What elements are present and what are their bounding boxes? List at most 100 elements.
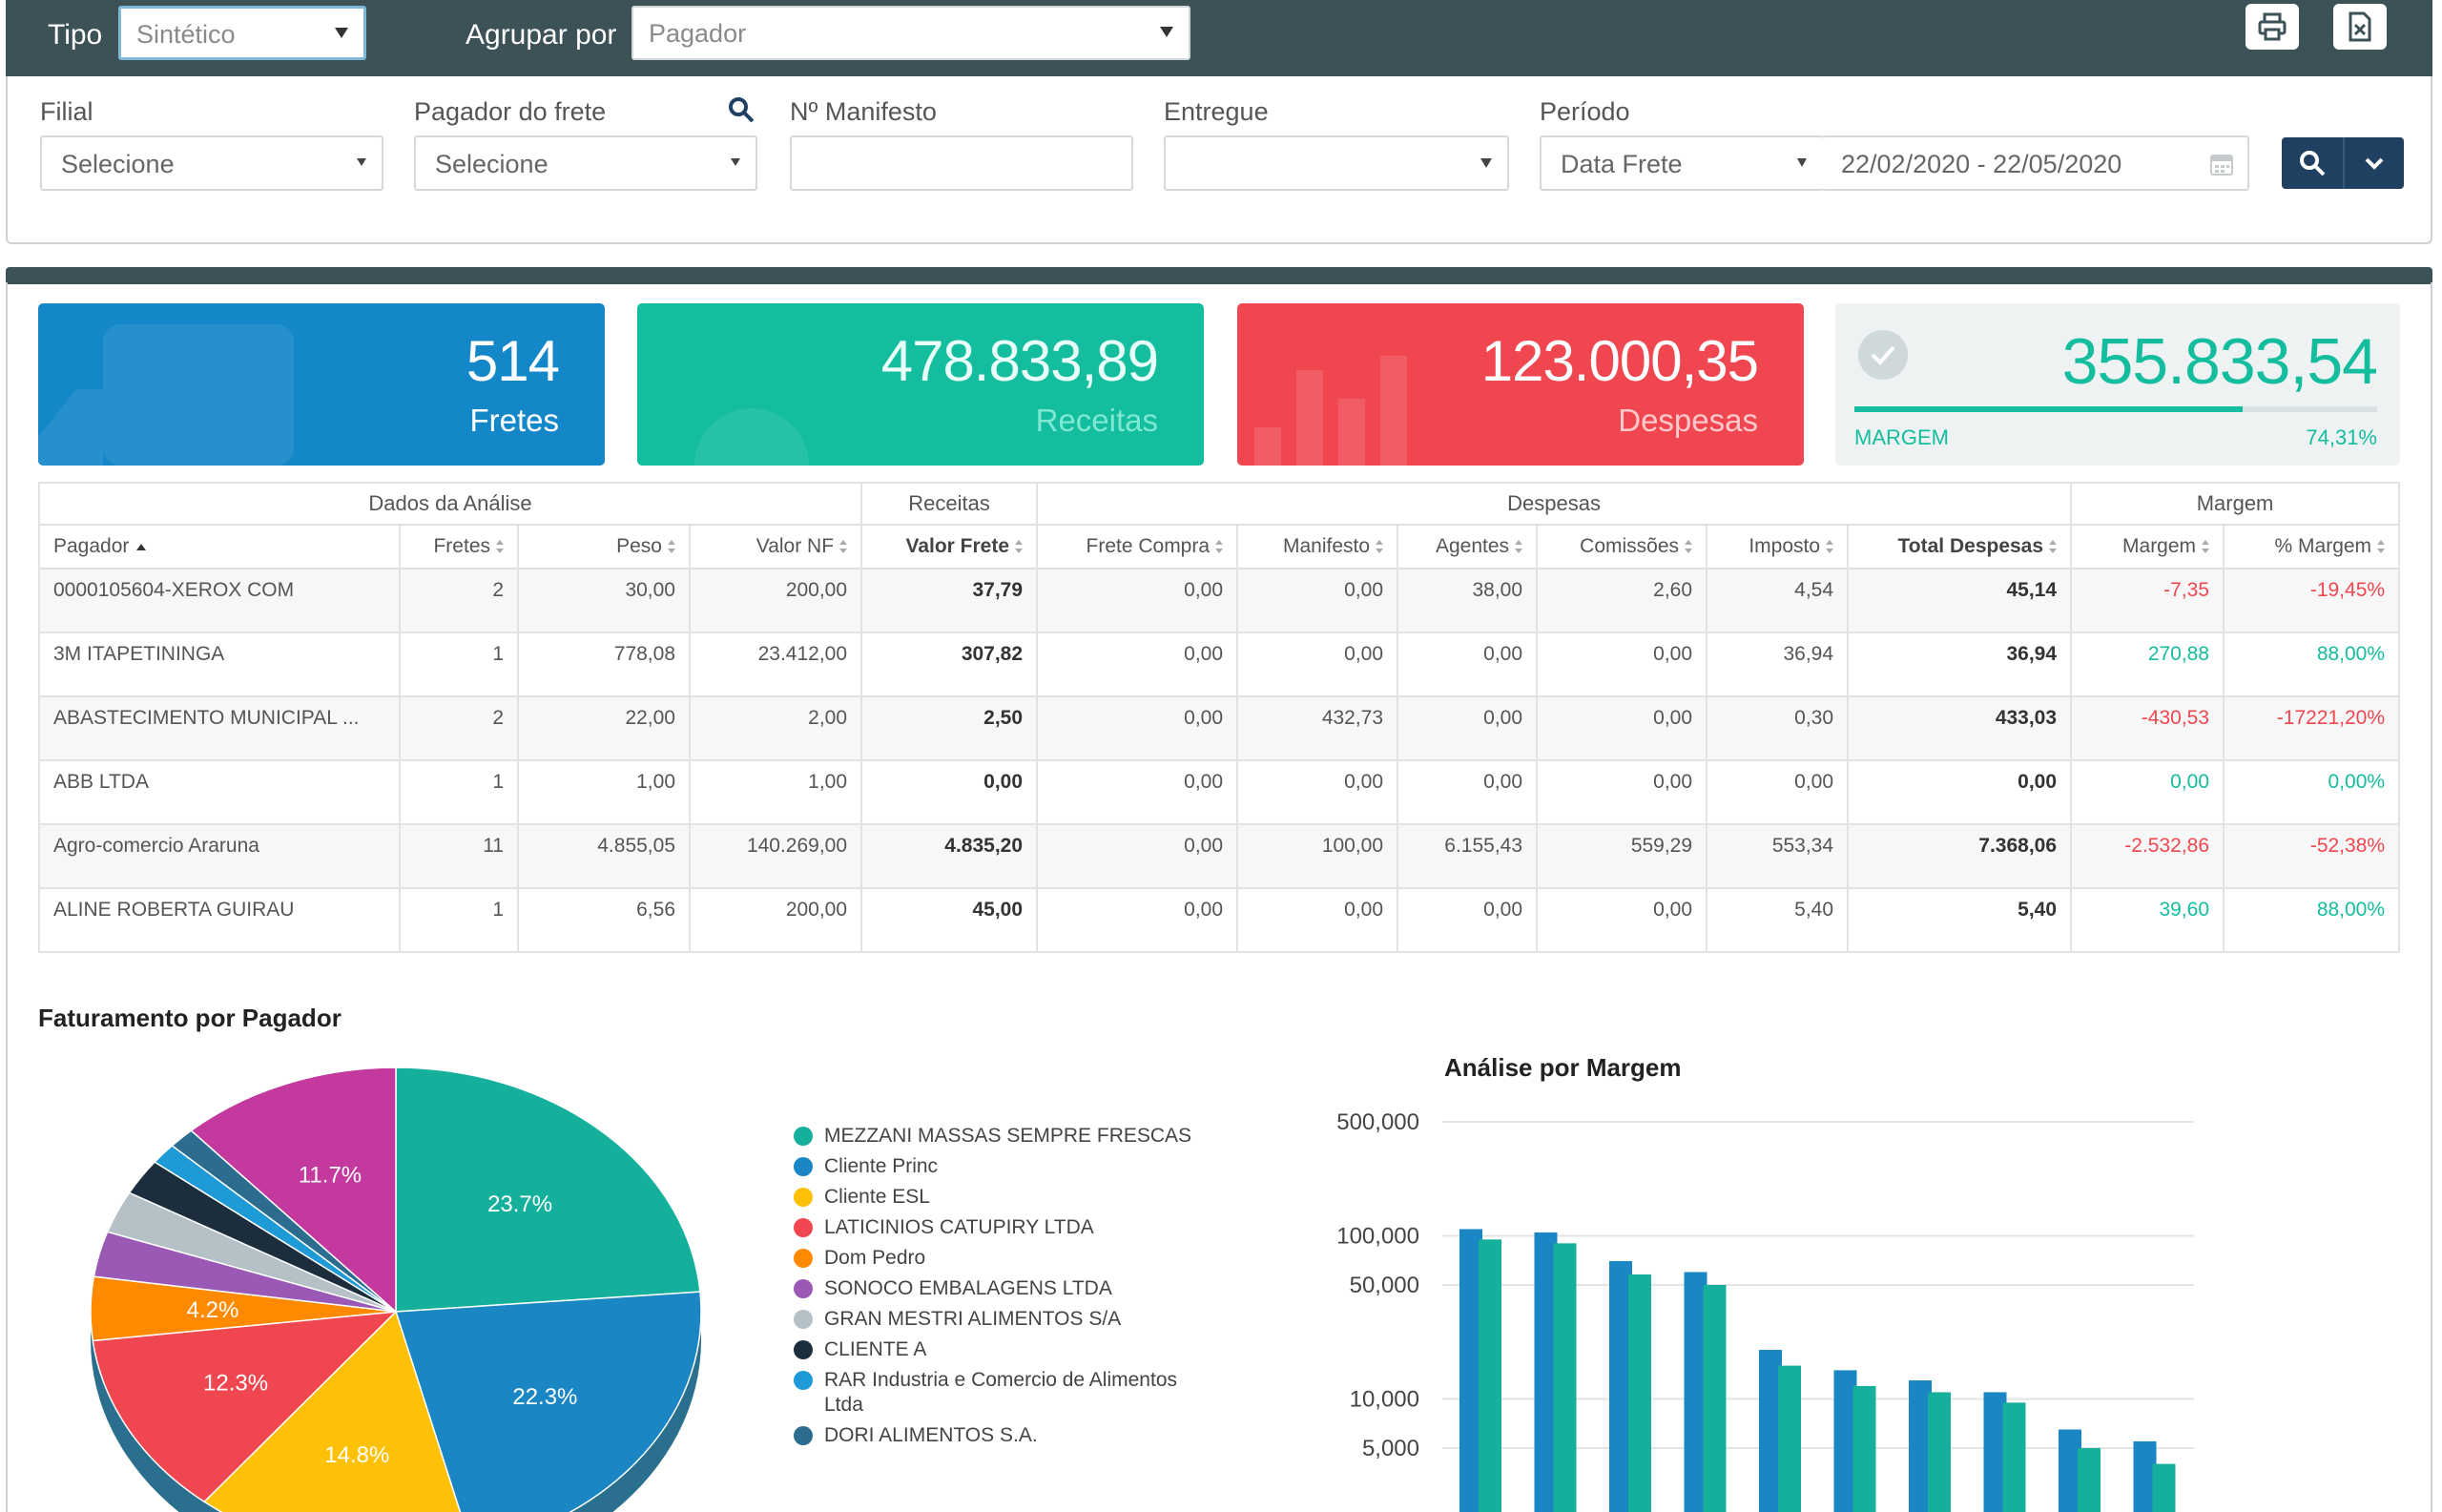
group-header-despesas: Despesas (1036, 482, 2073, 526)
pie-slice[interactable] (395, 1067, 701, 1313)
cell-percent-margem: 88,00% (2223, 632, 2401, 697)
cell-valor-nf: 2,00 (688, 695, 863, 761)
margem-progress-track (1854, 406, 2377, 412)
bar-chart-title: Análise por Margem (1444, 1053, 1682, 1082)
legend-item[interactable]: LATICINIOS CATUPIRY LTDA (794, 1215, 1194, 1240)
column-header-percent-margem[interactable]: % Margem (2223, 524, 2401, 570)
cell-total-despesas: 7.368,06 (1847, 823, 2073, 889)
pie-chart-title: Faturamento por Pagador (38, 1004, 341, 1032)
table-row[interactable]: ABASTECIMENTO MUNICIPAL ... 2 22,00 2,00 2,5… (38, 695, 2401, 761)
column-header-label: Pagador (53, 535, 130, 557)
periodo-date-range[interactable]: 22/02/2020 - 22/05/2020 (1822, 135, 2249, 191)
column-header-fretes[interactable]: Fretes (399, 524, 519, 570)
cell-frete-compra: 0,00 (1036, 759, 1239, 825)
pagador-select[interactable]: Selecione (414, 135, 757, 191)
sort-icon (2202, 540, 2210, 554)
calendar-icon[interactable] (2209, 152, 2234, 176)
cell-pagador: ALINE ROBERTA GUIRAU (38, 887, 401, 953)
legend-item[interactable]: Dom Pedro (794, 1246, 1194, 1271)
column-header-manifesto[interactable]: Manifesto (1236, 524, 1399, 570)
bar[interactable] (1703, 1285, 1727, 1512)
table-row[interactable]: 0000105604-XEROX COM 2 30,00 200,00 37,79 0,0… (38, 568, 2401, 633)
legend-item[interactable]: DORI ALIMENTOS S.A. (794, 1423, 1194, 1448)
pie-slice[interactable] (394, 1291, 702, 1512)
cell-frete-compra: 0,00 (1036, 632, 1239, 697)
legend-dot-icon (794, 1279, 813, 1298)
cell-valor-frete: 307,82 (860, 632, 1039, 697)
legend-dot-icon (794, 1249, 813, 1268)
search-icon[interactable] (727, 95, 755, 124)
bar[interactable] (1553, 1243, 1577, 1512)
filial-label: Filial (40, 97, 93, 126)
pie-slice[interactable] (190, 1067, 397, 1314)
manifesto-input[interactable] (790, 135, 1133, 191)
export-button[interactable] (2333, 4, 2387, 50)
periodo-tipo-select[interactable]: Data Frete (1540, 135, 1824, 191)
bar[interactable] (1778, 1365, 1801, 1512)
cell-comissoes: 559,29 (1536, 823, 1708, 889)
column-header-total-despesas[interactable]: Total Despesas (1847, 524, 2073, 570)
cell-peso: 22,00 (517, 695, 691, 761)
cell-percent-margem: 0,00% (2223, 759, 2401, 825)
column-header-label: Frete Compra (1086, 535, 1211, 557)
cell-frete-compra: 0,00 (1036, 887, 1239, 953)
tipo-select-value: Sintético (136, 20, 236, 49)
table-row[interactable]: ALINE ROBERTA GUIRAU 1 6,56 200,00 45,00 0,00… (38, 887, 2401, 953)
tipo-select[interactable]: Sintético (118, 6, 366, 60)
column-header-valor-frete[interactable]: Valor Frete (860, 524, 1039, 570)
column-header-label: Total Despesas (1897, 535, 2044, 557)
entregue-select[interactable] (1164, 135, 1509, 191)
bar[interactable] (1479, 1239, 1501, 1512)
cell-valor-nf: 200,00 (688, 887, 863, 953)
legend-item[interactable]: GRAN MESTRI ALIMENTOS S/A (794, 1307, 1194, 1332)
legend-item[interactable]: Cliente ESL (794, 1185, 1194, 1210)
legend-item[interactable]: MEZZANI MASSAS SEMPRE FRESCAS (794, 1124, 1194, 1149)
kpi-receitas-label: Receitas (1035, 403, 1158, 438)
search-icon (2300, 151, 2326, 176)
column-header-margem[interactable]: Margem (2070, 524, 2225, 570)
column-header-label: Valor Frete (905, 535, 1010, 557)
table-row[interactable]: 3M ITAPETININGA 1 778,08 23.412,00 307,82 0,0… (38, 632, 2401, 697)
y-tick-label: 10,000 (1350, 1387, 1419, 1413)
column-header-frete-compra[interactable]: Frete Compra (1036, 524, 1239, 570)
legend-item[interactable]: SONOCO EMBALAGENS LTDA (794, 1276, 1194, 1301)
bar[interactable] (1628, 1274, 1651, 1512)
column-header-comissoes[interactable]: Comissões (1536, 524, 1708, 570)
legend-item[interactable]: RAR Industria e Comercio de Alimentos Lt… (794, 1368, 1194, 1418)
bar[interactable] (1852, 1385, 1876, 1512)
pie-slice[interactable] (202, 1310, 471, 1512)
agrupar-select[interactable]: Pagador (631, 6, 1190, 60)
column-header-imposto[interactable]: Imposto (1706, 524, 1850, 570)
search-options-button[interactable] (2343, 137, 2404, 189)
tipo-label: Tipo (48, 19, 103, 51)
pie-slice[interactable] (92, 1311, 399, 1503)
cell-frete-compra: 0,00 (1036, 823, 1239, 889)
cell-comissoes: 0,00 (1536, 759, 1708, 825)
legend-item[interactable]: Cliente Princ (794, 1154, 1194, 1179)
main-panel (6, 282, 2432, 1512)
table-row[interactable]: Agro-comercio Araruna 11 4.855,05 140.269,0… (38, 823, 2401, 889)
chevron-down-icon (1797, 158, 1807, 167)
column-header-label: % Margem (2274, 535, 2372, 557)
column-header-valor-nf[interactable]: Valor NF (688, 524, 863, 570)
print-button[interactable] (2245, 4, 2299, 50)
kpi-margem-percent: 74,31% (2306, 425, 2377, 449)
analysis-table: Dados da Análise Receitas Despesas Marge… (37, 482, 2401, 953)
search-button[interactable] (2282, 137, 2343, 189)
legend-item[interactable]: CLIENTE A (794, 1337, 1194, 1362)
kpi-margem-value: 355.833,54 (2061, 325, 2378, 398)
column-header-peso[interactable]: Peso (517, 524, 691, 570)
cell-comissoes: 0,00 (1536, 632, 1708, 697)
column-header-label: Manifesto (1283, 535, 1371, 557)
column-header-agentes[interactable]: Agentes (1397, 524, 1539, 570)
column-header-pagador[interactable]: Pagador (38, 524, 401, 570)
column-header-label: Fretes (433, 535, 490, 557)
table-row[interactable]: ABB LTDA 1 1,00 1,00 0,00 0,00 0,00 0,00 0,00 0,0… (38, 759, 2401, 825)
bar[interactable] (2078, 1448, 2101, 1512)
bar[interactable] (1928, 1392, 1951, 1512)
money-icon (694, 408, 809, 466)
bar[interactable] (2002, 1402, 2026, 1512)
y-tick-label: 50,000 (1350, 1273, 1419, 1298)
filial-select[interactable]: Selecione (40, 135, 383, 191)
bar[interactable] (2152, 1463, 2176, 1512)
